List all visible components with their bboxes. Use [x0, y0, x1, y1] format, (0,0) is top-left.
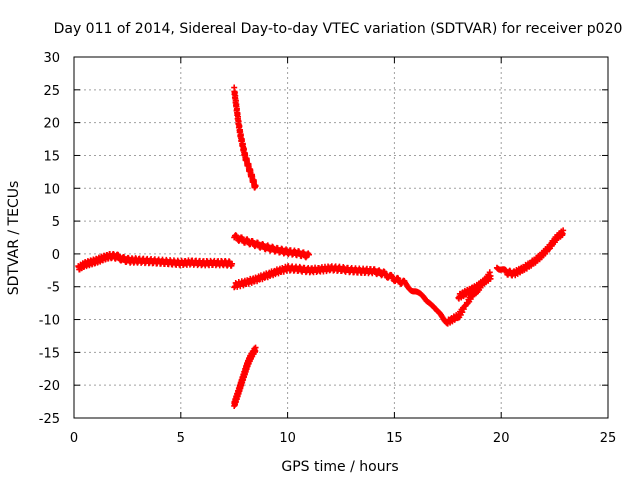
series-arc-5	[231, 263, 494, 327]
x-tick-label: 10	[279, 431, 296, 446]
axis-ticks: 0 5 10 15 20 25 -25 -20 -15 -10 -5 0 5 10 15 20 25 30	[39, 51, 617, 446]
y-tick-label: -25	[39, 412, 60, 427]
data-point	[229, 260, 236, 267]
grid	[74, 57, 608, 418]
x-tick-label: 0	[70, 431, 78, 446]
x-tick-label: 15	[386, 431, 403, 446]
y-tick-label: 10	[43, 182, 60, 197]
y-tick-label: -10	[39, 314, 60, 329]
data-point	[252, 344, 259, 351]
y-axis-label: SDTVAR / TECUs	[6, 181, 22, 296]
data-point	[252, 183, 259, 190]
y-tick-label: 5	[52, 215, 60, 230]
series-arc-6	[455, 272, 494, 302]
x-axis-label: GPS time / hours	[281, 459, 398, 475]
data-point	[560, 227, 567, 234]
y-tick-label: -20	[39, 379, 60, 394]
y-tick-label: 15	[43, 149, 60, 164]
y-tick-label: 20	[43, 117, 60, 132]
data-point	[487, 275, 494, 282]
plot-frame	[73, 56, 609, 419]
series-arc-3	[231, 344, 259, 409]
data-points	[75, 84, 567, 409]
x-tick-label: 5	[177, 431, 185, 446]
series-arc-4	[231, 232, 312, 261]
x-tick-label: 25	[600, 431, 617, 446]
data-point	[305, 251, 312, 258]
series-arc-2	[231, 84, 259, 191]
data-point	[551, 239, 558, 246]
series-arc-1	[75, 250, 236, 273]
chart-title: Day 011 of 2014, Sidereal Day-to-day VTE…	[54, 21, 623, 37]
x-tick-label: 20	[493, 431, 510, 446]
series-arc-7	[493, 227, 567, 279]
y-tick-label: 30	[43, 51, 60, 66]
y-tick-label: 25	[43, 84, 60, 99]
y-tick-label: -5	[47, 281, 60, 296]
y-tick-label: -15	[39, 346, 60, 361]
y-tick-label: 0	[52, 248, 60, 263]
